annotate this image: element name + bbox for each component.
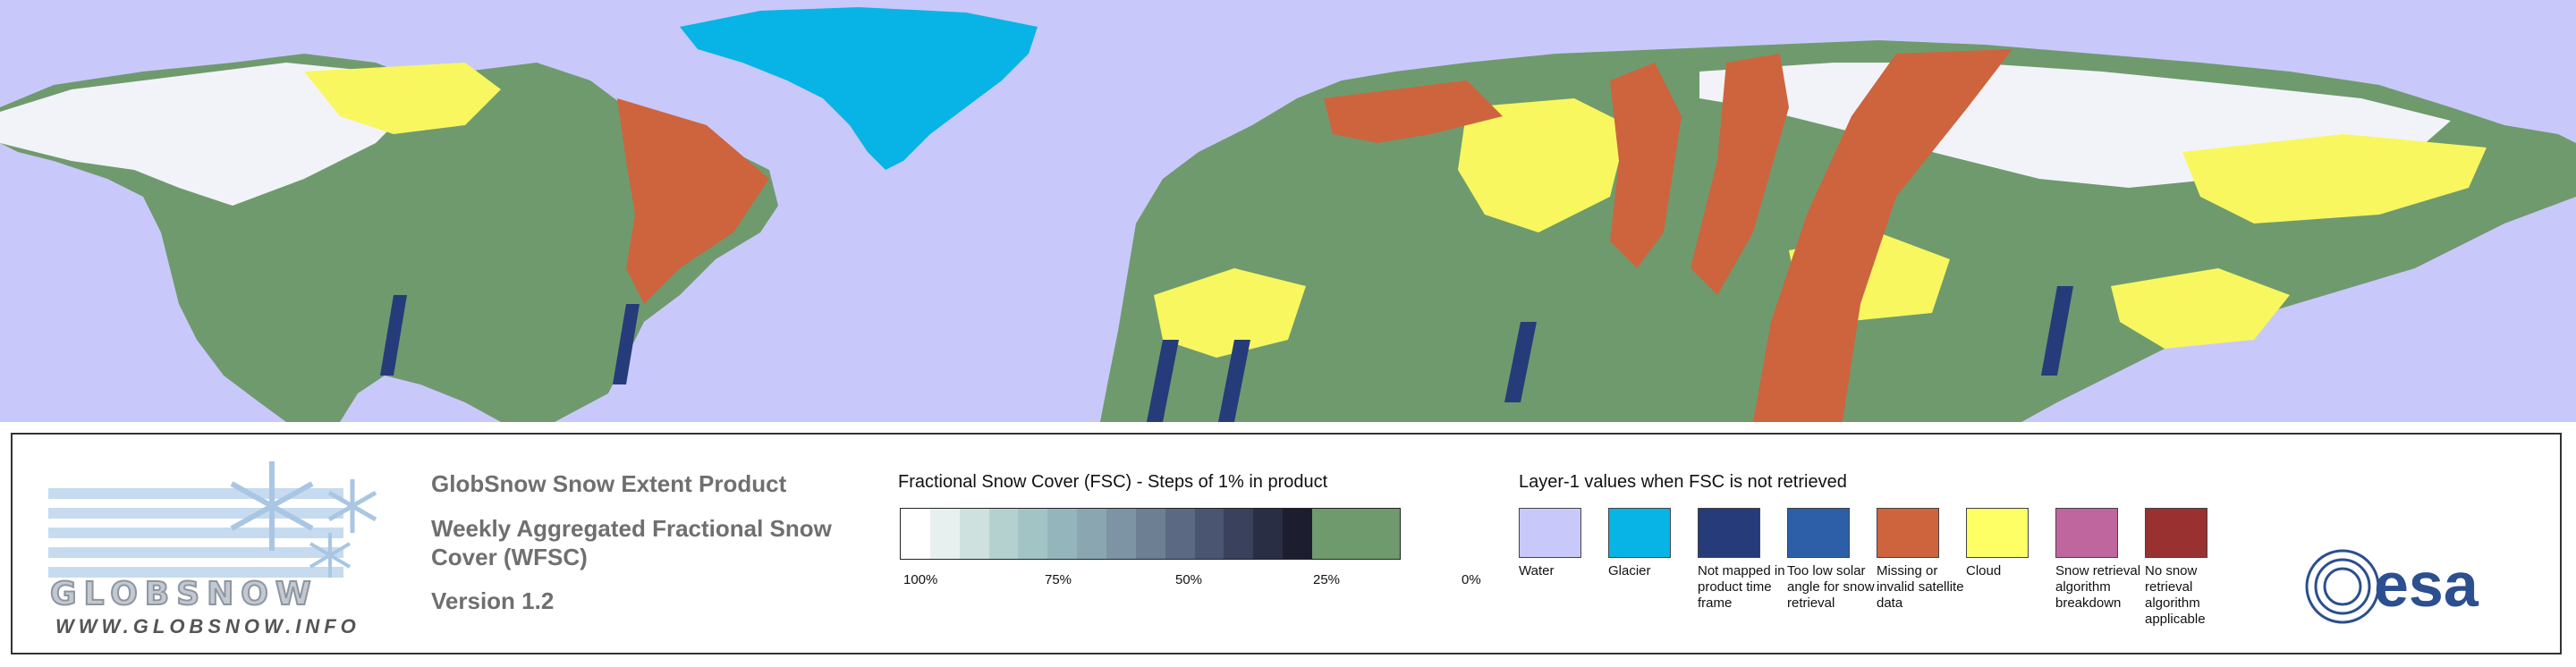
esa-globe-icon — [2305, 549, 2380, 624]
swatch-label: No snow retrieval algorithm applicable — [2145, 563, 2206, 627]
fsc-tick: 25% — [1313, 572, 1341, 587]
not-mapped-swath — [380, 295, 407, 376]
esa-logo: esa — [2305, 549, 2479, 624]
product-version: Version 1.2 — [431, 587, 555, 614]
swatch-not-mapped — [1698, 508, 1760, 558]
fsc-zero-swatch — [1312, 509, 1400, 559]
swatch-label: Snow retrieval algorithm breakdown — [2055, 563, 2141, 611]
missing-swath — [617, 98, 769, 304]
greenland-glacier — [680, 7, 1038, 170]
legend-panel: GLOBSNOW WWW.GLOBSNOW.INFO GlobSnow Snow… — [11, 433, 2562, 654]
swatch-label: Cloud — [1966, 563, 2002, 578]
swatch-too-low-solar — [1787, 508, 1850, 558]
cloud-patch — [2111, 268, 2290, 349]
fsc-scale-title: Fractional Snow Cover (FSC) - Steps of 1… — [898, 472, 1328, 492]
not-mapped-swath — [1504, 322, 1537, 402]
globsnow-url: WWW.GLOBSNOW.INFO — [55, 615, 360, 637]
missing-swath — [1753, 49, 2012, 422]
cloud-patch — [1458, 98, 1628, 232]
cloud-patch — [304, 63, 501, 134]
fsc-tick: 50% — [1175, 572, 1203, 587]
cloud-patch — [2182, 134, 2487, 224]
swatch-label: Too low solar angle for snow retrieval — [1787, 563, 1875, 611]
snow-cover-map — [0, 0, 2576, 422]
not-mapped-swath — [613, 304, 640, 384]
swatch-missing — [1877, 508, 1939, 558]
snowflake-icon — [230, 461, 314, 551]
fsc-tick: 0% — [1462, 572, 1481, 587]
product-titles: GlobSnow Snow Extent Product Weekly Aggr… — [431, 470, 869, 615]
not-mapped-swath — [1147, 340, 1179, 422]
fsc-colorbar — [900, 508, 1401, 560]
cloud-patch — [1154, 268, 1306, 358]
fsc-tick: 75% — [1045, 572, 1072, 587]
snowflake-icon — [309, 533, 352, 578]
na-snow — [0, 63, 420, 206]
globsnow-wordmark: GLOBSNOW — [49, 575, 318, 613]
snowflake-icon — [327, 479, 377, 533]
swatch-glacier — [1608, 508, 1671, 558]
not-mapped-swath — [2041, 286, 2073, 376]
swatch-no-snow-retrieval — [2145, 508, 2207, 558]
fsc-gradient — [901, 509, 1313, 559]
missing-swath — [1324, 80, 1503, 143]
swatch-label: Glacier — [1608, 563, 1651, 578]
swatch-label: Not mapped in product time frame — [1698, 563, 1785, 611]
product-title: GlobSnow Snow Extent Product — [431, 470, 787, 497]
missing-swath — [1610, 63, 1682, 268]
swatch-label: Missing or invalid satellite data — [1877, 563, 1964, 611]
swatch-cloud — [1966, 508, 2029, 558]
missing-swath — [1690, 54, 1789, 295]
globsnow-logo — [48, 461, 377, 578]
esa-wordmark: esa — [2374, 550, 2479, 620]
layer1-title: Layer-1 values when FSC is not retrieved — [1519, 472, 1847, 492]
fsc-tick: 100% — [903, 572, 938, 587]
swatch-water — [1519, 508, 1581, 558]
map-canvas — [0, 7, 2576, 422]
swatch-label: Water — [1519, 563, 1555, 578]
not-mapped-swath — [1218, 340, 1250, 422]
product-subtitle: Weekly Aggregated Fractional Snow Cover … — [431, 515, 832, 570]
swatch-breakdown — [2055, 508, 2118, 558]
